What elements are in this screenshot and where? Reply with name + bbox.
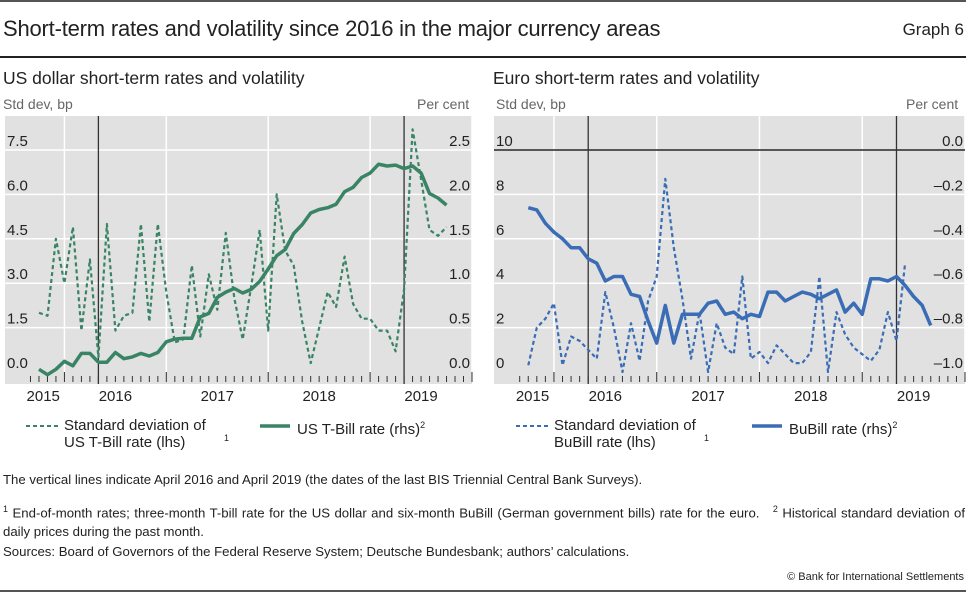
euro-legend-stddev-label: Standard deviation of BuBill rate (lhs) 1 bbox=[554, 417, 709, 451]
dashed-line-swatch-icon bbox=[26, 425, 58, 427]
y-tick-label-left: 7.5 bbox=[7, 133, 28, 150]
euro-right-axis-unit: Per cent bbox=[906, 96, 959, 112]
x-tick-label: 2019 bbox=[404, 388, 437, 405]
us-panel-title: US dollar short-term rates and volatilit… bbox=[3, 68, 305, 88]
y-tick-label-right: –0.8 bbox=[934, 311, 963, 328]
footnote-2-mark: 2 bbox=[772, 504, 778, 514]
graph-number: Graph 6 bbox=[902, 20, 964, 39]
euro-panel-title: Euro short-term rates and volatility bbox=[493, 68, 760, 88]
euro-legend-rate-text: BuBill rate (rhs) bbox=[789, 421, 893, 438]
y-tick-label-right: –0.4 bbox=[934, 222, 963, 239]
us-right-axis-unit: Per cent bbox=[417, 96, 470, 112]
title-rule bbox=[0, 56, 966, 58]
y-tick-label-right: 2.0 bbox=[449, 177, 470, 194]
y-tick-label-left: 0.0 bbox=[7, 355, 28, 372]
us-legend-stddev-text: Standard deviation of US T-Bill rate (lh… bbox=[64, 417, 206, 451]
y-tick-label-left: 4.5 bbox=[7, 222, 28, 239]
y-tick-label-left: 6.0 bbox=[7, 177, 28, 194]
y-tick-label-left: 0 bbox=[496, 355, 504, 372]
us-legend-stddev: Standard deviation of US T-Bill rate (lh… bbox=[26, 417, 229, 451]
top-rule bbox=[0, 0, 966, 2]
x-tick-label: 2018 bbox=[302, 388, 335, 405]
us-chart: 0.0 0.0 1.5 0.5 3.0 1.0 4.5 1.5 6.0 2.0 7.5 2.5 2015… bbox=[5, 116, 473, 405]
us-legend-stddev-label: Standard deviation of US T-Bill rate (lh… bbox=[64, 417, 229, 451]
y-tick-label-right: 0.0 bbox=[449, 355, 470, 372]
stddev-series-line bbox=[527, 177, 907, 374]
footnote-2-text: Historical standard deviation of daily p… bbox=[3, 505, 966, 540]
plot-background bbox=[494, 116, 965, 384]
euro-legend-stddev: Standard deviation of BuBill rate (lhs) 1 bbox=[516, 417, 709, 451]
x-tick-label: 2015 bbox=[516, 388, 549, 405]
y-tick-label-left: 6 bbox=[496, 222, 504, 239]
footnote-1-mark: 1 bbox=[3, 504, 9, 514]
note-sources: Sources: Board of Governors of the Feder… bbox=[3, 544, 630, 559]
y-tick-label-right: –0.6 bbox=[934, 266, 963, 283]
solid-line-swatch-icon bbox=[260, 424, 290, 428]
x-tick-label: 2016 bbox=[589, 388, 622, 405]
graph-title: Short-term rates and volatility since 20… bbox=[3, 16, 661, 41]
dashed-line-swatch-icon bbox=[516, 425, 548, 427]
note-footnotes: 1 End-of-month rates; three-month T-bill… bbox=[3, 500, 965, 541]
y-tick-label-left: 8 bbox=[496, 177, 504, 194]
x-tick-label: 2017 bbox=[691, 388, 724, 405]
x-tick-label: 2016 bbox=[99, 388, 132, 405]
euro-legend-rate: BuBill rate (rhs)2 bbox=[752, 417, 897, 438]
euro-legend-stddev-text: Standard deviation of BuBill rate (lhs) bbox=[554, 417, 696, 451]
us-left-axis-unit: Std dev, bp bbox=[3, 96, 73, 112]
footnote-ref: 1 bbox=[704, 433, 710, 443]
footnote-ref: 2 bbox=[420, 420, 426, 430]
euro-chart: 0 –1.0 2 –0.8 4 –0.6 6 –0.4 8 –0.2 10 0.0 2015 2016 20… bbox=[494, 116, 966, 405]
plot-background bbox=[5, 116, 472, 384]
euro-legend-rate-label: BuBill rate (rhs)2 bbox=[789, 417, 897, 438]
euro-left-axis-unit: Std dev, bp bbox=[496, 96, 566, 112]
y-tick-label-right: 1.0 bbox=[449, 266, 470, 283]
y-tick-label-right: 0.0 bbox=[942, 133, 963, 150]
footnote-ref: 2 bbox=[892, 420, 898, 430]
y-tick-label-left: 10 bbox=[496, 133, 513, 150]
footnote-1-text: End-of-month rates; three-month T-bill r… bbox=[12, 505, 760, 521]
x-tick-label: 2015 bbox=[27, 388, 60, 405]
y-tick-label-left: 3.0 bbox=[7, 266, 28, 283]
note-vertical-lines: The vertical lines indicate April 2016 a… bbox=[3, 472, 643, 487]
x-tick-label: 2019 bbox=[897, 388, 930, 405]
x-tick-label: 2017 bbox=[201, 388, 234, 405]
us-legend-rate-label: US T-Bill rate (rhs)2 bbox=[297, 417, 425, 438]
y-tick-label-right: –1.0 bbox=[934, 355, 963, 372]
y-tick-label-left: 4 bbox=[496, 266, 504, 283]
copyright: © Bank for International Settlements bbox=[787, 571, 964, 583]
rate-series-line bbox=[527, 206, 933, 345]
solid-line-swatch-icon bbox=[752, 424, 782, 428]
y-tick-label-left: 2 bbox=[496, 311, 504, 328]
x-tick-label: 2018 bbox=[794, 388, 827, 405]
us-legend-rate-text: US T-Bill rate (rhs) bbox=[297, 421, 421, 438]
y-tick-label-left: 1.5 bbox=[7, 311, 28, 328]
y-tick-label-right: –0.2 bbox=[934, 177, 963, 194]
y-tick-label-right: 1.5 bbox=[449, 222, 470, 239]
y-tick-label-right: 2.5 bbox=[449, 133, 470, 150]
us-legend-rate: US T-Bill rate (rhs)2 bbox=[260, 417, 425, 438]
y-tick-label-right: 0.5 bbox=[449, 311, 470, 328]
bottom-rule bbox=[0, 590, 966, 592]
footnote-ref: 1 bbox=[224, 433, 230, 443]
